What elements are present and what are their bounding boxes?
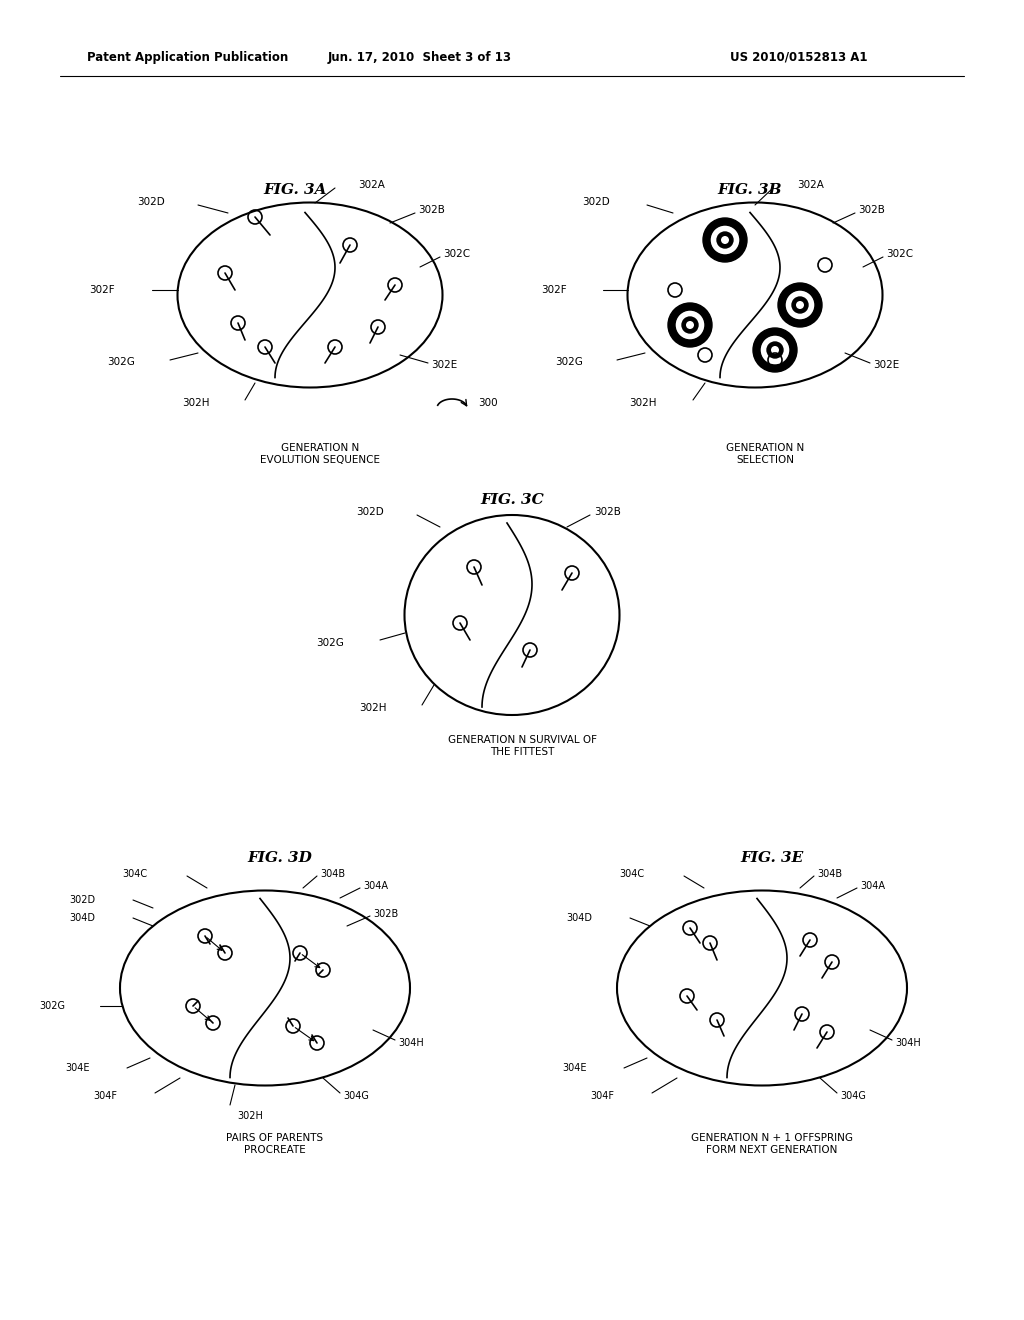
Text: 300: 300 xyxy=(478,399,498,408)
Text: 302E: 302E xyxy=(873,360,899,370)
Text: 302G: 302G xyxy=(316,638,344,648)
Circle shape xyxy=(778,282,822,327)
Text: 304B: 304B xyxy=(817,869,842,879)
Text: GENERATION N
EVOLUTION SEQUENCE: GENERATION N EVOLUTION SEQUENCE xyxy=(260,444,380,465)
Text: 302H: 302H xyxy=(238,1111,263,1121)
Text: FIG. 3C: FIG. 3C xyxy=(480,492,544,507)
Circle shape xyxy=(796,301,804,309)
Text: 304G: 304G xyxy=(840,1092,866,1101)
Text: 302A: 302A xyxy=(797,180,824,190)
Circle shape xyxy=(771,346,779,354)
Text: 302A: 302A xyxy=(358,180,385,190)
Circle shape xyxy=(668,304,712,347)
Circle shape xyxy=(753,327,797,372)
Text: 302C: 302C xyxy=(443,249,470,259)
Text: PAIRS OF PARENTS
PROCREATE: PAIRS OF PARENTS PROCREATE xyxy=(226,1133,324,1155)
Text: 304A: 304A xyxy=(860,880,885,891)
Text: 304H: 304H xyxy=(398,1038,424,1048)
Text: GENERATION N
SELECTION: GENERATION N SELECTION xyxy=(726,444,804,465)
Text: 302D: 302D xyxy=(583,197,610,207)
Text: 302H: 302H xyxy=(182,399,210,408)
Text: 304F: 304F xyxy=(93,1092,117,1101)
Circle shape xyxy=(686,321,694,329)
Text: 302H: 302H xyxy=(630,399,657,408)
Text: 302G: 302G xyxy=(108,356,135,367)
Circle shape xyxy=(703,218,746,261)
Text: GENERATION N SURVIVAL OF
THE FITTEST: GENERATION N SURVIVAL OF THE FITTEST xyxy=(447,735,597,756)
Text: 304G: 304G xyxy=(343,1092,369,1101)
Circle shape xyxy=(717,232,733,248)
Circle shape xyxy=(675,310,705,341)
Circle shape xyxy=(792,297,808,313)
Text: 302B: 302B xyxy=(858,205,885,215)
Text: FIG. 3D: FIG. 3D xyxy=(248,851,312,865)
Text: GENERATION N + 1 OFFSPRING
FORM NEXT GENERATION: GENERATION N + 1 OFFSPRING FORM NEXT GEN… xyxy=(691,1133,853,1155)
Circle shape xyxy=(721,236,729,244)
Text: 302D: 302D xyxy=(69,895,95,906)
Text: 302B: 302B xyxy=(373,909,398,919)
Text: FIG. 3B: FIG. 3B xyxy=(718,183,782,197)
Text: 302G: 302G xyxy=(39,1001,65,1011)
Circle shape xyxy=(760,335,790,366)
Text: 304C: 304C xyxy=(618,869,644,879)
Text: 302G: 302G xyxy=(555,356,583,367)
Text: 302F: 302F xyxy=(89,285,115,294)
Text: 304H: 304H xyxy=(895,1038,921,1048)
Text: 304B: 304B xyxy=(319,869,345,879)
Text: 304A: 304A xyxy=(362,880,388,891)
Text: Jun. 17, 2010  Sheet 3 of 13: Jun. 17, 2010 Sheet 3 of 13 xyxy=(328,50,512,63)
Text: FIG. 3E: FIG. 3E xyxy=(740,851,804,865)
Text: 302F: 302F xyxy=(542,285,567,294)
Text: 302D: 302D xyxy=(137,197,165,207)
Text: Patent Application Publication: Patent Application Publication xyxy=(87,50,288,63)
Text: 304D: 304D xyxy=(69,913,95,923)
Text: 304E: 304E xyxy=(562,1063,587,1073)
Text: 304F: 304F xyxy=(590,1092,614,1101)
Text: US 2010/0152813 A1: US 2010/0152813 A1 xyxy=(730,50,867,63)
Circle shape xyxy=(785,290,815,319)
Circle shape xyxy=(767,342,783,358)
Text: 302B: 302B xyxy=(594,507,621,517)
Text: 304C: 304C xyxy=(122,869,147,879)
Text: 302C: 302C xyxy=(886,249,913,259)
Text: 304D: 304D xyxy=(566,913,592,923)
Text: 302H: 302H xyxy=(359,704,387,713)
Text: 302D: 302D xyxy=(356,507,384,517)
Text: 302E: 302E xyxy=(431,360,458,370)
Text: 304E: 304E xyxy=(66,1063,90,1073)
Text: 302B: 302B xyxy=(418,205,444,215)
Circle shape xyxy=(682,317,698,333)
Circle shape xyxy=(710,224,740,255)
Text: FIG. 3A: FIG. 3A xyxy=(263,183,327,197)
